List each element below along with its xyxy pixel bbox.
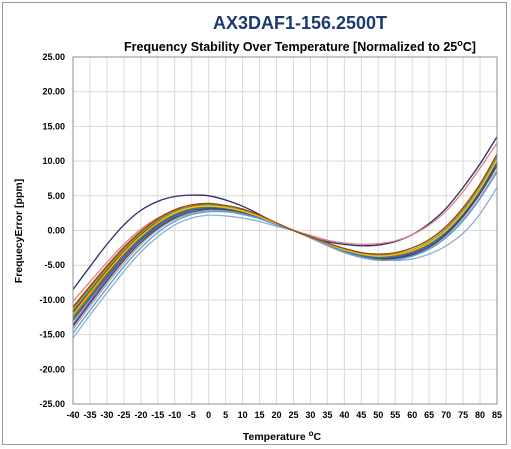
y-tick-label: -20.00	[39, 364, 65, 374]
series-line-3	[72, 142, 498, 302]
chart-subtitle: Frequency Stability Over Temperature [No…	[124, 38, 476, 54]
x-tick-label: 65	[424, 410, 434, 420]
x-tick-label: 35	[322, 410, 332, 420]
x-tick-label: 25	[288, 410, 298, 420]
x-tick-label: 60	[407, 410, 417, 420]
y-tick-label: 10.00	[42, 156, 65, 166]
x-tick-label: 15	[255, 410, 265, 420]
x-tick-label: 50	[373, 410, 383, 420]
x-tick-label: -35	[83, 410, 96, 420]
series-line-20	[72, 153, 498, 308]
x-tick-label: -20	[134, 410, 147, 420]
x-tick-label: 70	[441, 410, 451, 420]
series-line-19	[72, 171, 498, 334]
x-tick-label: 75	[458, 410, 468, 420]
y-tick-label: 15.00	[42, 121, 65, 131]
y-tick-label: -10.00	[39, 295, 65, 305]
x-tick-label: -5	[188, 410, 196, 420]
x-tick-label: 20	[272, 410, 282, 420]
y-tick-label: -15.00	[39, 330, 65, 340]
plot-area-border	[72, 56, 498, 405]
x-tick-label: -10	[168, 410, 181, 420]
x-tick-labels: -40 -35 -30 -25 -20 -15 -10 -5 0 5 10 15 20 25 30 35 40 4…	[66, 410, 502, 420]
x-tick-label: 80	[475, 410, 485, 420]
y-tick-label: -5.00	[44, 260, 65, 270]
x-tick-label: -15	[151, 410, 164, 420]
x-axis-label: Temperature oC	[243, 429, 322, 443]
y-tick-label: 5.00	[47, 191, 65, 201]
x-tick-label: 10	[238, 410, 248, 420]
x-tick-label: 45	[356, 410, 366, 420]
series-line-2	[72, 187, 498, 339]
x-tick-label: 5	[223, 410, 228, 420]
x-tick-label: -40	[66, 410, 79, 420]
x-tick-label: 85	[492, 410, 502, 420]
series-lines	[72, 136, 498, 339]
chart-frame	[2, 2, 507, 445]
x-tick-label: -25	[117, 410, 130, 420]
y-tick-labels: 25.00 20.00 15.00 10.00 5.00 0.00 -5.00 -10.00 -…	[39, 52, 65, 409]
x-tick-label: 55	[390, 410, 400, 420]
y-axis-label: FrequecyError [ppm]	[13, 179, 25, 283]
series-line-1	[72, 136, 498, 290]
series-line-16	[72, 157, 498, 311]
x-tick-label: 0	[206, 410, 211, 420]
y-tick-label: 0.00	[47, 226, 65, 236]
y-tick-label: 25.00	[42, 52, 65, 62]
y-tick-label: -25.00	[39, 399, 65, 409]
x-tick-label: 30	[305, 410, 315, 420]
x-tick-label: -30	[100, 410, 113, 420]
series-line-17	[72, 169, 498, 330]
chart-title: AX3DAF1-156.2500T	[213, 13, 387, 33]
x-tick-label: 40	[339, 410, 349, 420]
grid-lines	[72, 56, 498, 405]
y-tick-label: 20.00	[42, 87, 65, 97]
